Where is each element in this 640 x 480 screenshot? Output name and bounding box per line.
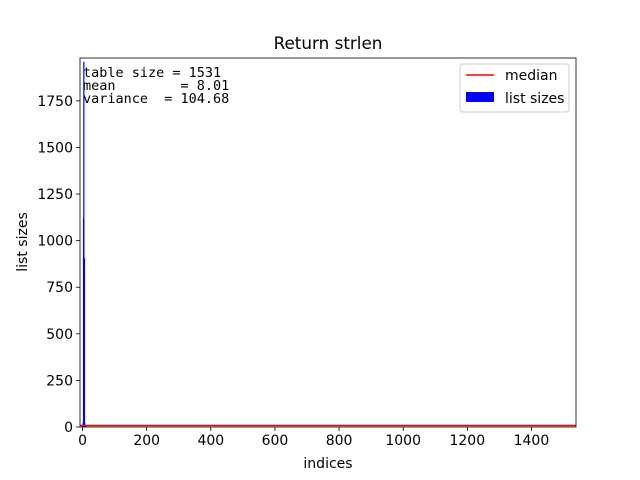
x-tick-label: 1000	[385, 433, 421, 449]
bar	[83, 258, 86, 427]
y-tick-label: 1000	[37, 234, 73, 250]
x-axis-ticks: 0 200 400 600 800 1000 1200 1400	[78, 427, 549, 449]
stat-mean: mean = 8.01	[83, 78, 229, 94]
y-tick-label: 1500	[37, 140, 73, 156]
x-tick-label: 800	[326, 433, 353, 449]
stats-annotation: table size = 1531 mean = 8.01 variance =…	[83, 65, 229, 107]
x-tick-label: 0	[78, 433, 87, 449]
legend-list-sizes-swatch	[466, 92, 494, 102]
x-tick-label: 400	[197, 433, 224, 449]
stat-table-size: table size = 1531	[83, 65, 221, 81]
y-tick-label: 1750	[37, 94, 73, 110]
legend-list-sizes-label: list sizes	[505, 91, 564, 107]
y-tick-label: 250	[46, 373, 73, 389]
y-axis-ticks: 0 250 500 750 1000 1250 1500 1750	[37, 94, 80, 436]
y-tick-label: 500	[46, 327, 73, 343]
stat-variance: variance = 104.68	[83, 91, 229, 107]
x-tick-label: 200	[133, 433, 160, 449]
bar	[83, 61, 85, 428]
y-tick-label: 1250	[37, 187, 73, 203]
plot-background	[80, 58, 576, 427]
x-axis-label: indices	[303, 456, 352, 472]
x-tick-label: 1200	[449, 433, 485, 449]
plot-frame	[79, 57, 577, 428]
legend-median-label: median	[505, 68, 557, 84]
x-tick-label: 600	[262, 433, 289, 449]
y-tick-label: 750	[46, 280, 73, 296]
plot-area	[79, 57, 577, 428]
x-tick-label: 1400	[514, 433, 550, 449]
y-tick-label: 0	[64, 420, 73, 436]
y-axis-label: list sizes	[15, 212, 31, 271]
chart-title: Return strlen	[274, 33, 383, 53]
legend: median list sizes	[459, 63, 570, 113]
